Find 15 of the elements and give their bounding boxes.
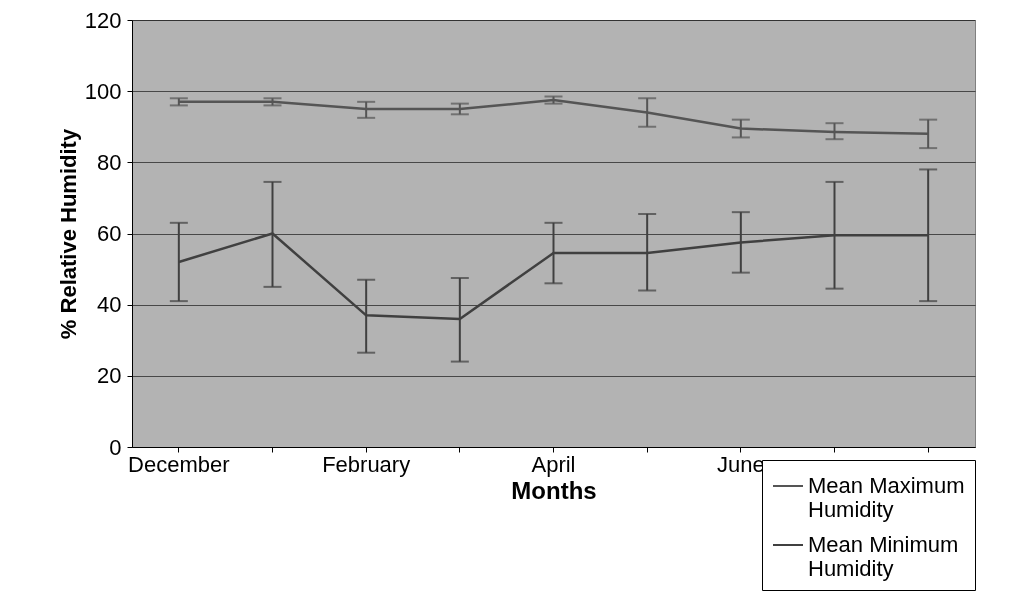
y-axis-title: % Relative Humidity: [55, 128, 81, 340]
y-tick-label: 120: [84, 7, 122, 33]
legend-label: Mean Maximum Humidity: [808, 473, 965, 522]
y-tick-label: 0: [109, 434, 122, 460]
x-tick-label: December: [128, 451, 230, 477]
y-tick-label: 40: [97, 292, 122, 318]
y-tick-label: 60: [97, 221, 122, 246]
y-tick-label: 100: [84, 78, 122, 104]
y-tick-label: 20: [97, 363, 122, 389]
x-axis-title: Months: [511, 476, 597, 504]
x-tick-label: April: [531, 451, 576, 477]
y-tick-label: 80: [97, 149, 122, 175]
x-tick-label: June: [716, 451, 765, 477]
legend-label: Mean Minimum Humidity: [808, 532, 959, 581]
x-tick-label: February: [322, 451, 411, 477]
